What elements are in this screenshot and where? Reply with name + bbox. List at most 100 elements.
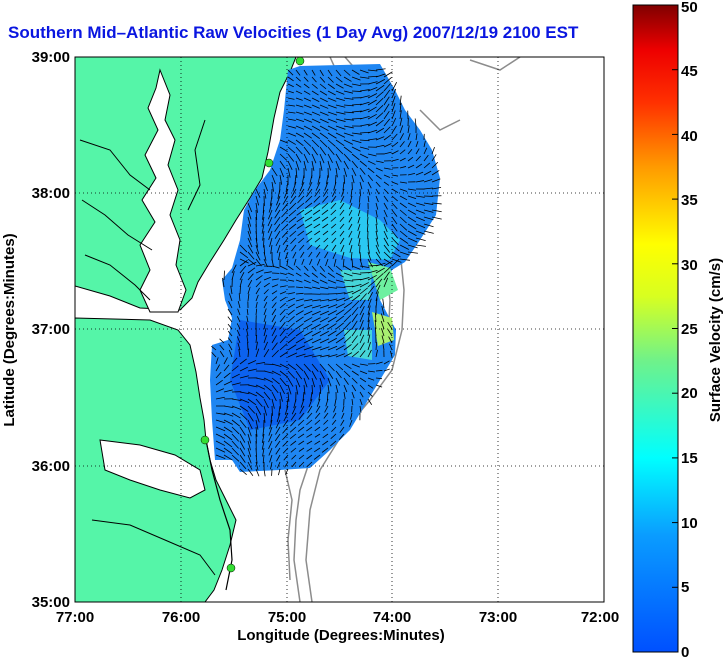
velocity-arrow — [357, 223, 361, 231]
velocity-arrow — [255, 341, 258, 351]
velocity-arrow — [383, 71, 393, 78]
velocity-arrow — [382, 342, 385, 351]
velocity-arrow — [271, 308, 277, 316]
velocity-arrow — [343, 344, 352, 351]
velocity-arrow — [325, 398, 329, 407]
velocity-arrow — [268, 433, 273, 443]
velocity-arrow — [274, 440, 281, 448]
velocity-arrow — [283, 188, 289, 199]
velocity-arrow — [414, 118, 417, 127]
velocity-arrow — [247, 454, 252, 464]
velocity-arrow — [319, 377, 324, 387]
velocity-arrow — [407, 244, 418, 249]
velocity-arrow — [351, 294, 361, 302]
velocity-arrow — [255, 308, 258, 316]
velocity-arrow — [327, 298, 338, 302]
velocity-arrow — [223, 270, 225, 281]
velocity-arrow — [367, 129, 378, 134]
velocity-arrow — [247, 209, 252, 220]
velocity-arrow — [334, 398, 337, 407]
x-tick-label: 72:00 — [581, 609, 619, 626]
velocity-arrow — [343, 125, 354, 129]
x-tick-label: 76:00 — [162, 609, 200, 626]
velocity-arrow — [219, 350, 225, 358]
velocity-arrow — [287, 69, 294, 76]
velocity-arrow — [287, 315, 295, 323]
velocity-arrow — [359, 299, 366, 309]
velocity-arrow — [271, 391, 277, 402]
velocity-arrow — [311, 160, 315, 171]
velocity-arrow — [271, 321, 277, 330]
velocity-arrow — [381, 328, 385, 337]
velocity-arrow — [343, 363, 352, 370]
velocity-arrow — [431, 161, 439, 169]
velocity-arrow — [298, 188, 305, 198]
velocity-arrow — [399, 188, 408, 192]
velocity-arrow — [263, 398, 269, 409]
velocity-arrow — [285, 468, 289, 475]
velocity-arrow — [295, 153, 302, 163]
velocity-arrow — [255, 237, 259, 248]
velocity-arrow — [279, 343, 288, 351]
velocity-arrow — [359, 312, 365, 323]
velocity-arrow — [298, 237, 305, 244]
chart-title: Southern Mid–Atlantic Raw Velocities (1 … — [8, 23, 579, 42]
velocity-arrow — [286, 258, 289, 267]
velocity-arrow — [223, 426, 233, 433]
velocity-arrow — [291, 244, 297, 252]
velocity-arrow — [359, 319, 364, 330]
velocity-arrow — [343, 301, 353, 309]
velocity-arrow — [340, 419, 345, 426]
velocity-arrow — [343, 285, 354, 288]
velocity-arrow — [284, 251, 289, 260]
velocity-arrow — [215, 440, 226, 446]
velocity-arrow — [399, 166, 407, 169]
velocity-arrow — [215, 447, 226, 453]
velocity-arrow — [303, 384, 306, 395]
velocity-arrow — [335, 329, 345, 337]
velocity-arrow — [261, 223, 265, 234]
velocity-arrow — [295, 160, 300, 171]
velocity-arrow — [383, 77, 392, 85]
velocity-arrow — [323, 412, 329, 419]
velocity-arrow — [327, 125, 338, 131]
velocity-arrow — [271, 398, 275, 409]
velocity-arrow — [359, 363, 368, 366]
velocity-arrow — [275, 419, 281, 429]
velocity-arrow — [236, 323, 241, 330]
velocity-arrow — [367, 167, 375, 174]
velocity-arrow — [263, 188, 267, 199]
velocity-arrow — [359, 160, 368, 167]
velocity-arrow — [279, 272, 287, 276]
velocity-arrow — [271, 302, 277, 309]
velocity-arrow — [306, 419, 313, 426]
velocity-arrow — [375, 195, 379, 203]
velocity-arrow — [282, 447, 289, 454]
velocity-arrow — [423, 162, 431, 169]
velocity-arrow — [330, 216, 337, 222]
velocity-arrow — [303, 97, 312, 102]
velocity-arrow — [231, 426, 240, 435]
velocity-arrow — [271, 258, 274, 268]
velocity-arrow — [239, 454, 246, 463]
velocity-arrow — [255, 275, 263, 281]
velocity-arrow — [351, 279, 362, 281]
velocity-arrow — [255, 405, 262, 415]
velocity-arrow — [359, 146, 370, 150]
velocity-arrow — [321, 209, 329, 216]
velocity-arrow — [262, 209, 265, 220]
velocity-arrow — [295, 167, 298, 178]
y-tick-label: 38:00 — [32, 185, 70, 202]
velocity-arrow — [231, 412, 241, 419]
velocity-arrow — [359, 153, 369, 159]
colorbar-tick-label: 5 — [681, 579, 689, 596]
velocity-arrow — [367, 342, 371, 351]
velocity-arrow — [367, 188, 371, 196]
velocity-arrow — [330, 433, 337, 440]
velocity-arrow — [391, 174, 399, 177]
velocity-arrow — [296, 209, 305, 216]
velocity-arrow — [321, 447, 329, 453]
velocity-arrow — [399, 110, 402, 120]
velocity-arrow — [335, 69, 342, 77]
velocity-arrow — [271, 284, 279, 288]
